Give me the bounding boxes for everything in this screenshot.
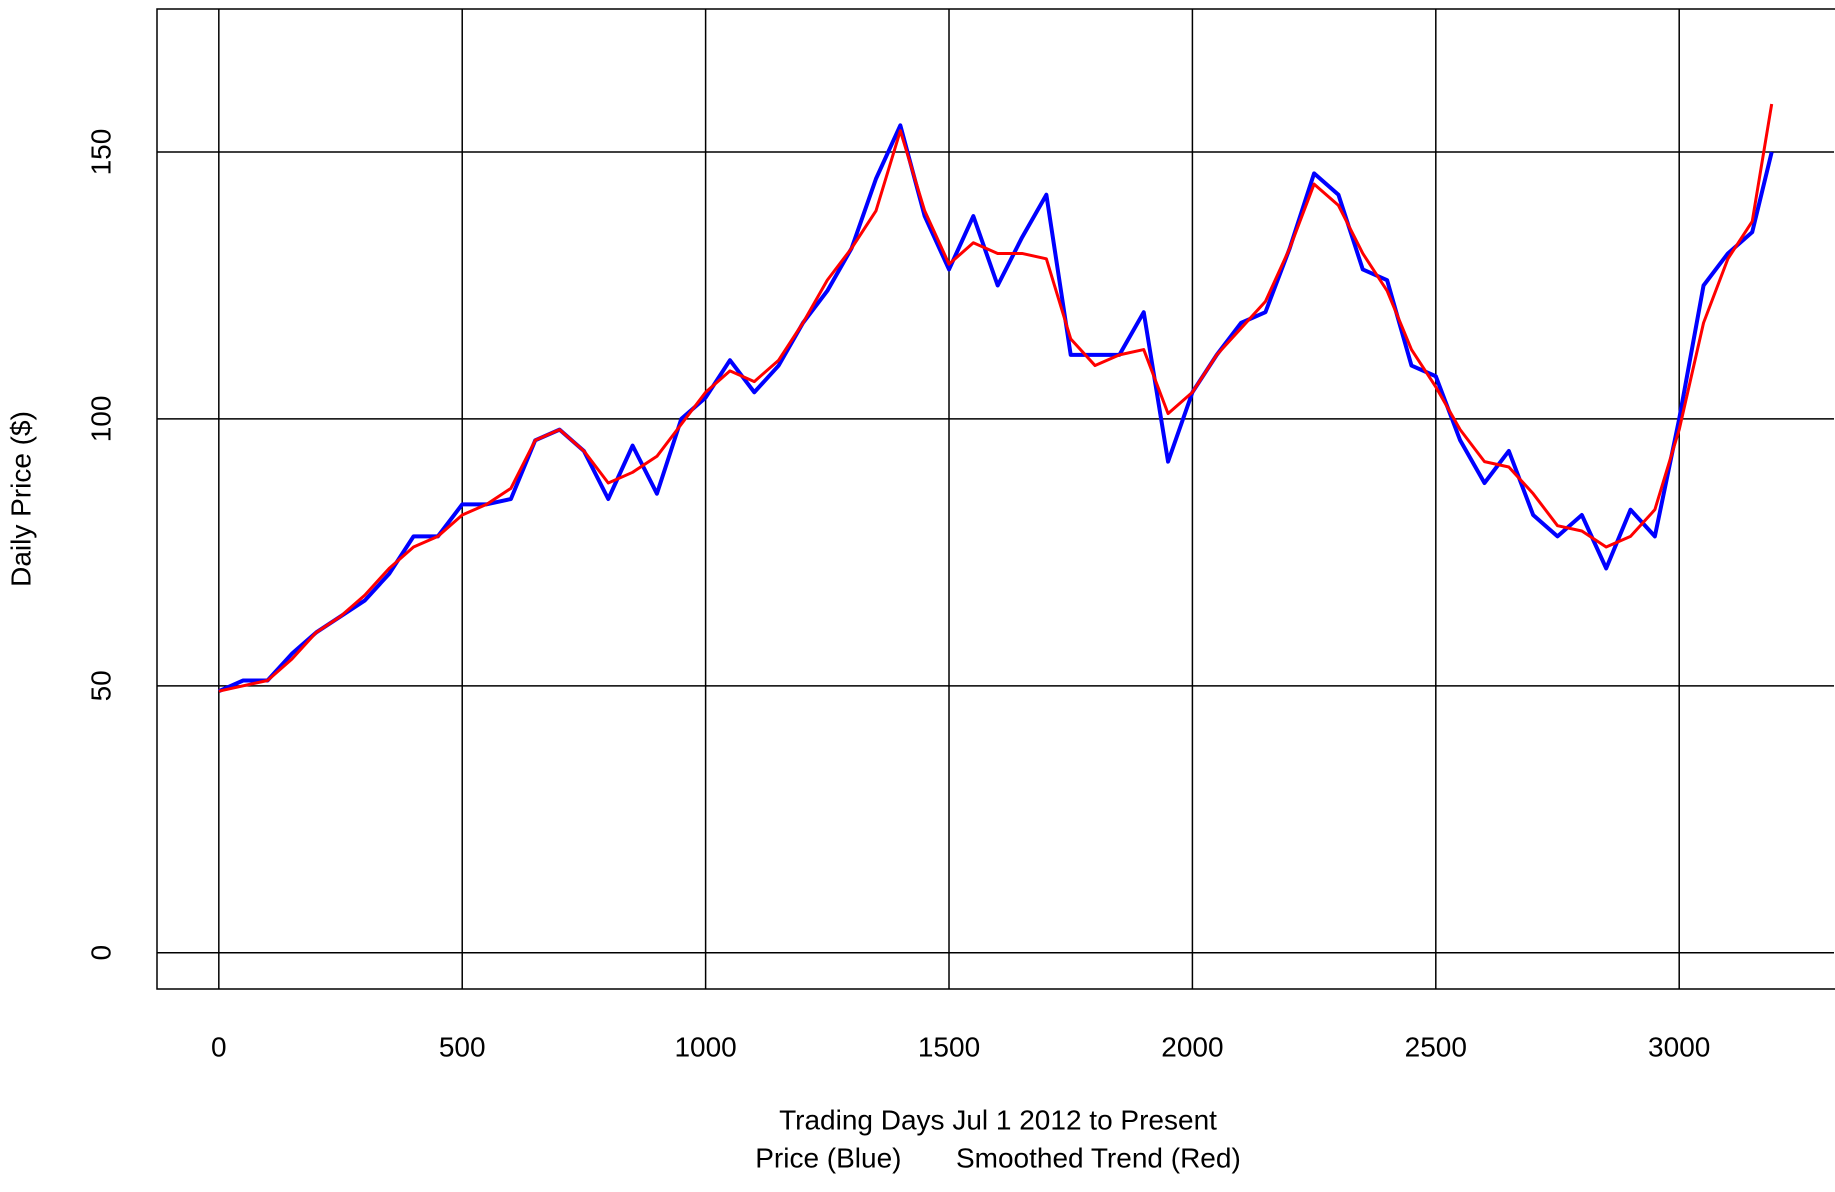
x-tick-label: 0 [211,1031,227,1062]
x-tick-label: 3000 [1648,1031,1710,1062]
plot-frame [156,8,1835,990]
y-tick-label: 150 [85,129,116,176]
y-axis-label: Daily Price ($) [5,411,36,587]
x-tick-label: 2000 [1161,1031,1223,1062]
y-tick-label: 100 [85,396,116,443]
x-axis-label: Trading Days Jul 1 2012 to Present [779,1104,1217,1135]
x-tick-label: 2500 [1405,1031,1467,1062]
x-axis-caption: Price (Blue) Smoothed Trend (Red) [755,1142,1241,1173]
y-tick-label: 50 [85,670,116,701]
price-line [218,103,1774,693]
x-tick-label: 500 [439,1031,486,1062]
x-tick-label: 1000 [674,1031,736,1062]
x-tick-label: 1500 [918,1031,980,1062]
price-line [218,123,1774,693]
y-tick-label: 0 [85,945,116,961]
